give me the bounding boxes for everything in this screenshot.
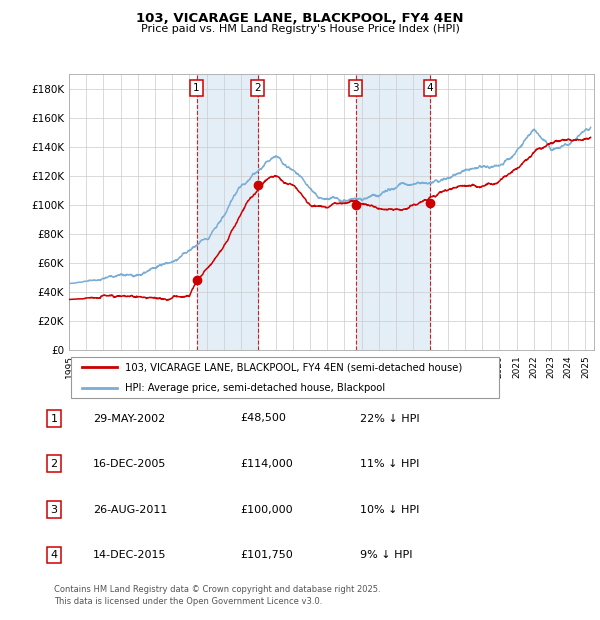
- Text: 4: 4: [427, 83, 433, 93]
- FancyBboxPatch shape: [71, 358, 499, 397]
- Text: 14-DEC-2015: 14-DEC-2015: [93, 550, 167, 560]
- Text: 1: 1: [50, 414, 58, 423]
- Text: Contains HM Land Registry data © Crown copyright and database right 2025.: Contains HM Land Registry data © Crown c…: [54, 585, 380, 594]
- Text: HPI: Average price, semi-detached house, Blackpool: HPI: Average price, semi-detached house,…: [125, 383, 385, 393]
- Text: 2: 2: [50, 459, 58, 469]
- Bar: [197, 74, 257, 350]
- Text: 1: 1: [193, 83, 200, 93]
- Text: 11% ↓ HPI: 11% ↓ HPI: [360, 459, 419, 469]
- Text: 3: 3: [352, 83, 359, 93]
- Text: £114,000: £114,000: [240, 459, 293, 469]
- Text: 10% ↓ HPI: 10% ↓ HPI: [360, 505, 419, 515]
- Text: £48,500: £48,500: [240, 414, 286, 423]
- Text: 29-MAY-2002: 29-MAY-2002: [93, 414, 165, 423]
- Text: £100,000: £100,000: [240, 505, 293, 515]
- Text: 103, VICARAGE LANE, BLACKPOOL, FY4 4EN: 103, VICARAGE LANE, BLACKPOOL, FY4 4EN: [136, 12, 464, 25]
- Text: 9% ↓ HPI: 9% ↓ HPI: [360, 550, 413, 560]
- Text: 16-DEC-2005: 16-DEC-2005: [93, 459, 166, 469]
- Bar: [356, 74, 430, 350]
- Text: £101,750: £101,750: [240, 550, 293, 560]
- Text: 4: 4: [50, 550, 58, 560]
- Text: 26-AUG-2011: 26-AUG-2011: [93, 505, 167, 515]
- Text: Price paid vs. HM Land Registry's House Price Index (HPI): Price paid vs. HM Land Registry's House …: [140, 24, 460, 33]
- Text: 103, VICARAGE LANE, BLACKPOOL, FY4 4EN (semi-detached house): 103, VICARAGE LANE, BLACKPOOL, FY4 4EN (…: [125, 362, 463, 373]
- Text: 22% ↓ HPI: 22% ↓ HPI: [360, 414, 419, 423]
- Text: 3: 3: [50, 505, 58, 515]
- Text: This data is licensed under the Open Government Licence v3.0.: This data is licensed under the Open Gov…: [54, 597, 322, 606]
- Text: 2: 2: [254, 83, 261, 93]
